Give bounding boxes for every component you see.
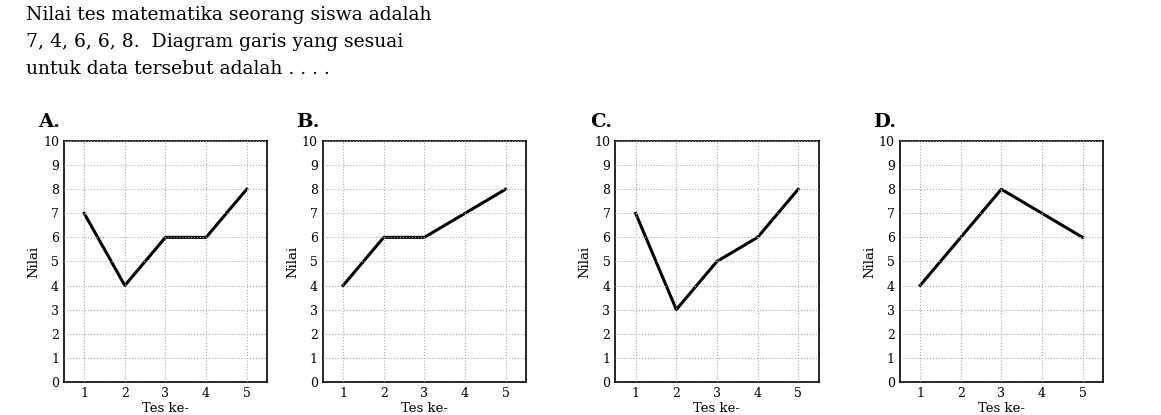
Y-axis label: Nilai: Nilai [863,245,877,278]
X-axis label: Tes ke-: Tes ke- [142,403,189,415]
Text: C.: C. [590,113,612,131]
Y-axis label: Nilai: Nilai [578,245,592,278]
Y-axis label: Nilai: Nilai [27,245,41,278]
X-axis label: Tes ke-: Tes ke- [978,403,1025,415]
Text: B.: B. [296,113,319,131]
Text: A.: A. [38,113,60,131]
X-axis label: Tes ke-: Tes ke- [693,403,741,415]
Text: Nilai tes matematika seorang siswa adalah
7, 4, 6, 6, 8.  Diagram garis yang ses: Nilai tes matematika seorang siswa adala… [26,6,431,78]
Y-axis label: Nilai: Nilai [286,245,300,278]
Text: D.: D. [873,113,896,131]
X-axis label: Tes ke-: Tes ke- [401,403,448,415]
